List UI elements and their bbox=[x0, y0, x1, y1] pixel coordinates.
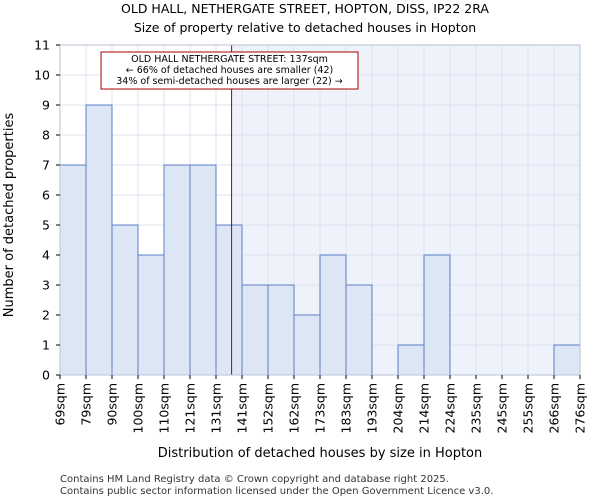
footer-line-2: Contains public sector information licen… bbox=[60, 486, 493, 497]
bar bbox=[163, 164, 191, 376]
y-tick-label: 2 bbox=[42, 308, 50, 323]
x-tick-label: 110sqm bbox=[157, 383, 172, 433]
annotation-line-2: ← 66% of detached houses are smaller (42… bbox=[126, 65, 333, 76]
x-tick-label: 266sqm bbox=[547, 383, 562, 433]
x-tick-label: 245sqm bbox=[495, 383, 510, 433]
annotation-line-1: OLD HALL NETHERGATE STREET: 137sqm bbox=[131, 54, 328, 65]
x-tick-label: 183sqm bbox=[339, 383, 354, 433]
y-tick-label: 7 bbox=[42, 158, 50, 173]
bar bbox=[553, 344, 581, 376]
x-axis-ticks: 69sqm 79sqm 90sqm 100sqm 110sqm 121sqm 131sqm 1… bbox=[53, 375, 588, 433]
x-tick-label: 69sqm bbox=[53, 383, 68, 426]
chart-title-line-1: OLD HALL, NETHERGATE STREET, HOPTON, DIS… bbox=[121, 1, 489, 16]
x-tick-label: 235sqm bbox=[469, 383, 484, 433]
y-tick-label: 5 bbox=[42, 218, 50, 233]
annotation-border bbox=[100, 51, 359, 90]
y-tick-label: 3 bbox=[42, 278, 50, 293]
bars bbox=[59, 104, 581, 376]
bar bbox=[319, 254, 347, 376]
x-tick-label: 90sqm bbox=[105, 383, 120, 426]
y-tick-label: 8 bbox=[42, 128, 50, 143]
bar bbox=[267, 284, 295, 376]
x-tick-label: 141sqm bbox=[235, 383, 250, 433]
x-tick-label: 79sqm bbox=[79, 383, 94, 426]
y-tick-label: 10 bbox=[34, 68, 50, 83]
y-axis-ticks: 0 1 2 3 4 5 6 7 8 9 10 11 bbox=[34, 38, 60, 383]
y-tick-label: 11 bbox=[34, 38, 50, 53]
x-tick-label: 121sqm bbox=[183, 383, 198, 433]
y-tick-label: 4 bbox=[42, 248, 50, 263]
y-tick-label: 0 bbox=[42, 368, 50, 383]
x-tick-label: 204sqm bbox=[391, 383, 406, 433]
y-tick-label: 6 bbox=[42, 188, 50, 203]
bar bbox=[293, 314, 321, 376]
x-tick-label: 255sqm bbox=[521, 383, 536, 433]
x-tick-label: 162sqm bbox=[287, 383, 302, 433]
x-tick-label: 173sqm bbox=[313, 383, 328, 433]
bar bbox=[397, 344, 425, 376]
bar bbox=[85, 104, 113, 376]
bar bbox=[137, 254, 165, 376]
y-axis-label: Number of detached properties bbox=[2, 113, 17, 318]
annotation-line-3: 34% of semi-detached houses are larger (… bbox=[116, 76, 343, 87]
x-axis-label: Distribution of detached houses by size … bbox=[158, 446, 483, 461]
footer-line-1: Contains HM Land Registry data © Crown c… bbox=[60, 474, 449, 485]
x-tick-label: 152sqm bbox=[261, 383, 276, 433]
chart-title-line-2: Size of property relative to detached ho… bbox=[134, 20, 476, 35]
bar bbox=[241, 284, 269, 376]
bar bbox=[215, 224, 243, 376]
bar bbox=[111, 224, 139, 376]
bar bbox=[345, 284, 373, 376]
y-tick-label: 1 bbox=[42, 338, 50, 353]
x-tick-label: 276sqm bbox=[573, 383, 588, 433]
bar bbox=[59, 164, 87, 376]
x-tick-label: 131sqm bbox=[209, 383, 224, 433]
annotation-box: OLD HALL NETHERGATE STREET: 137sqm ← 66%… bbox=[100, 51, 359, 90]
x-tick-label: 224sqm bbox=[443, 383, 458, 433]
x-tick-label: 100sqm bbox=[131, 383, 146, 433]
bar bbox=[423, 254, 451, 376]
x-tick-label: 214sqm bbox=[417, 383, 432, 433]
bar bbox=[189, 164, 217, 376]
x-tick-label: 193sqm bbox=[365, 383, 380, 433]
y-tick-label: 9 bbox=[42, 98, 50, 113]
